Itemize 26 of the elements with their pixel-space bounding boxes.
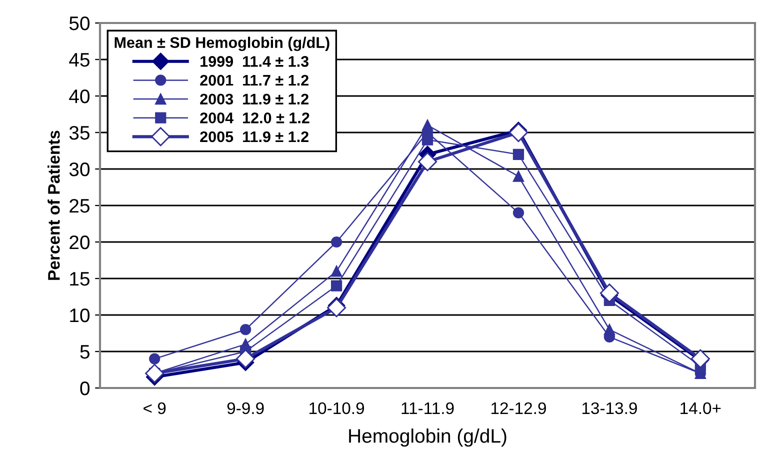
y-axis-title: Percent of Patients (48, 130, 60, 280)
x-axis-title: Hemoglobin (g/dL) (349, 428, 506, 447)
y-tick-label: 35 (69, 126, 90, 140)
x-tick-label: 12-12.9 (491, 402, 546, 414)
legend-label: 1999 11.4 ± 1.3 (200, 56, 309, 67)
y-tick-label: 50 (69, 16, 90, 30)
x-tick-label: 10-10.9 (310, 402, 364, 414)
y-tick-label: 10 (70, 308, 90, 322)
y-tick-label: 25 (70, 198, 90, 213)
y-tick-label: 20 (70, 235, 90, 250)
x-tick-label: 14.0+ (680, 402, 721, 414)
y-tick-label: 5 (80, 345, 90, 359)
x-tick-label: 13-13.9 (582, 402, 637, 414)
y-tick-label: 0 (80, 381, 90, 396)
legend-title: Mean ± SD Hemoglobin (g/dL) (114, 36, 330, 52)
x-tick-label: 11-11.9 (402, 402, 454, 414)
legend-label: 2003 11.9 ± 1.2 (200, 94, 308, 105)
x-tick-label: < 9 (144, 402, 166, 414)
y-tick-label: 40 (69, 89, 90, 104)
x-tick-label: 9-9.9 (227, 402, 264, 414)
y-tick-label: 30 (69, 162, 90, 176)
y-tick-label: 15 (70, 272, 90, 286)
legend-label: 2005 11.9 ± 1.2 (200, 131, 308, 142)
legend-label: 2001 11.7 ± 1.2 (200, 74, 308, 86)
legend-label: 2004 12.0 ± 1.2 (200, 112, 310, 124)
y-tick-label: 45 (69, 53, 90, 67)
